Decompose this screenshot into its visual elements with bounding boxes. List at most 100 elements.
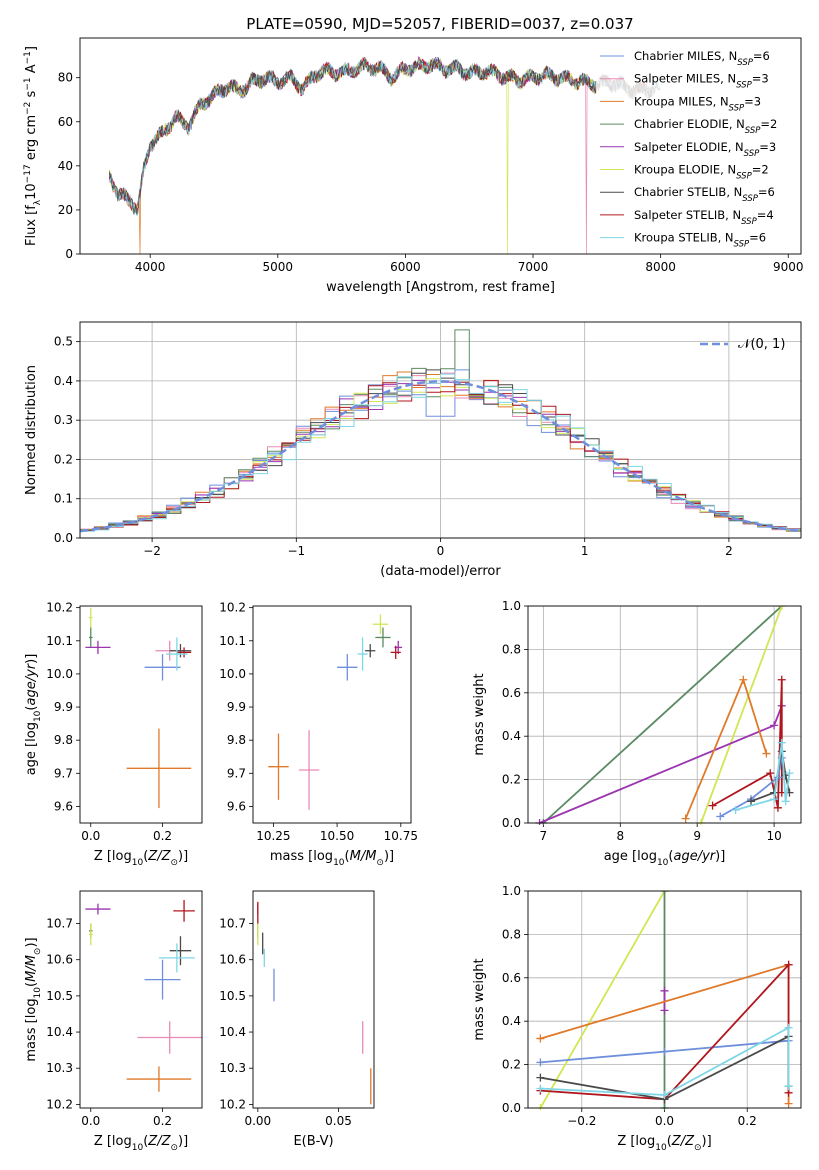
y-tick-label: 0.6 [502, 971, 521, 985]
x-tick-label: 5000 [263, 260, 294, 274]
legend-entry: Chabrier ELODIE, NSSP=2 [634, 117, 777, 136]
series-marker-kroupa_stelib [785, 769, 794, 778]
spectrum-xlabel: wavelength [Angstrom, rest frame] [326, 280, 555, 295]
x-tick-label: 0.2 [738, 1114, 757, 1128]
legend-entry: Kroupa MILES, NSSP=3 [634, 94, 761, 113]
series-line-kroupa_stelib [540, 1026, 790, 1096]
y-tick-label: 10.4 [46, 1025, 73, 1039]
weight_vs_Z-xlabel: Z [log10(Z/Z⊙)] [617, 1134, 711, 1153]
series-marker-kroupa_stelib [770, 795, 779, 804]
series-marker-chabrier_miles [716, 812, 725, 821]
legend-entry: Salpeter MILES, NSSP=3 [634, 72, 769, 91]
series-marker-chabrier_stelib [747, 797, 756, 806]
y-tick-label: 10.6 [46, 953, 73, 967]
series-marker-kroupa_miles [739, 675, 748, 684]
age_vs_mass-points [268, 614, 403, 810]
legend-entry: 𝒩(0, 1) [738, 337, 785, 352]
age_vs_Z-axes: 0.0 0.2 9.6 9.7 9.8 9.9 10.0 10.1 10.2 [46, 601, 172, 843]
weight_vs_age-frame [527, 605, 802, 824]
series-marker-chabrier_miles [536, 1058, 545, 1067]
residual-histograms [80, 329, 801, 533]
x-tick-label: 0.2 [153, 829, 172, 843]
spectrum-line-chabrier_stelib [109, 57, 661, 215]
series-marker-salpeter_stelib [708, 801, 717, 810]
y-tick-label: 9.7 [227, 766, 246, 780]
x-tick-label: 7 [540, 829, 548, 843]
series-marker-kroupa_stelib [536, 1084, 545, 1093]
series-marker-kroupa_stelib [731, 805, 740, 814]
series-marker-salpeter_elodie [660, 986, 669, 995]
y-tick-label: 80 [58, 71, 73, 85]
age_vs_Z-xlabel: Z [log10(Z/Z⊙)] [94, 849, 188, 868]
y-tick-label: 9.9 [54, 700, 73, 714]
y-tick-label: 0.2 [502, 1058, 521, 1072]
age_vs_Z-points [85, 607, 192, 809]
y-tick-label: 10.2 [219, 1097, 246, 1111]
normal-curve [80, 380, 801, 533]
histogram-salpeter_stelib [80, 380, 801, 531]
weight_vs_age-xlabel: age [log10(age/yr)] [604, 849, 726, 868]
y-tick-label: 10.1 [46, 634, 73, 648]
figure-title: PLATE=0590, MJD=52057, FIBERID=0037, z=0… [246, 15, 633, 33]
x-tick-label: 10 [766, 829, 781, 843]
series-marker-kroupa_miles [784, 1099, 793, 1108]
spectrum-frame [79, 37, 802, 255]
y-tick-label: 9.9 [227, 700, 246, 714]
y-tick-label: 10.7 [219, 917, 246, 931]
series-marker-kroupa_miles [681, 814, 690, 823]
y-tick-label: 9.8 [227, 733, 246, 747]
legend-entry: Chabrier STELIB, NSSP=6 [634, 185, 775, 204]
series-marker-kroupa_stelib [784, 1023, 793, 1032]
series-marker-salpeter_stelib [766, 769, 775, 778]
series-marker-kroupa_stelib [660, 1090, 669, 1099]
legend-box [596, 42, 796, 250]
y-tick-label: 10.2 [219, 601, 246, 615]
y-tick-label: 9.6 [227, 799, 246, 813]
y-tick-label: 9.6 [54, 799, 73, 813]
x-tick-label: −1 [287, 544, 305, 558]
series-marker-chabrier_elodie [660, 891, 669, 895]
mass_vs_Z-xlabel: Z [log10(Z/Z⊙)] [94, 1134, 188, 1153]
y-tick-label: 10.4 [219, 1025, 246, 1039]
y-tick-label: 0.8 [502, 642, 521, 656]
legend-entry: Kroupa STELIB, NSSP=6 [634, 231, 766, 250]
y-tick-label: 0.0 [502, 816, 521, 830]
y-tick-label: 0.8 [502, 927, 521, 941]
y-tick-label: 20 [58, 203, 73, 217]
x-tick-label: 10.75 [384, 829, 418, 843]
weight_vs_Z-frame [527, 890, 802, 1109]
y-tick-label: 9.7 [54, 766, 73, 780]
series-marker-kroupa_stelib [784, 1082, 793, 1091]
x-tick-label: 10.50 [320, 829, 354, 843]
mass_vs_Z-axes: 0.0 0.2 10.2 10.3 10.4 10.5 10.6 10.7 [46, 917, 172, 1128]
mass_vs_Z-ylabel: mass [log10(M/M⊙)] [24, 937, 43, 1061]
y-tick-label: 10.6 [219, 953, 246, 967]
x-tick-label: 7000 [518, 260, 549, 274]
series-marker-salpeter_stelib [773, 803, 782, 812]
y-tick-label: 40 [58, 159, 73, 173]
residuals-frame [79, 321, 802, 539]
series-marker-kroupa_miles [536, 1034, 545, 1043]
x-tick-label: 10.25 [256, 829, 290, 843]
y-tick-label: 1.0 [502, 884, 521, 898]
x-tick-label: 0.0 [81, 829, 100, 843]
spectrum-lines [109, 56, 661, 254]
series-marker-kroupa_stelib [781, 797, 790, 806]
mass_vs_ebv-xlabel: E(B-V) [293, 1134, 333, 1149]
y-tick-label: 0.0 [54, 531, 73, 545]
x-tick-label: 0.2 [153, 1114, 172, 1128]
spectrum-ylabel: Flux [fλ10−17 erg cm−2 s−1 A−1] [23, 46, 43, 246]
age_vs_mass-xlabel: mass [log10(M/M⊙)] [270, 849, 394, 868]
age_vs_Z-frame [79, 605, 203, 824]
series-marker-salpeter_elodie [660, 1006, 669, 1015]
y-tick-label: 10.0 [46, 667, 73, 681]
y-tick-label: 0.2 [502, 773, 521, 787]
x-tick-label: 0.0 [655, 1114, 674, 1128]
series-marker-kroupa_elodie [777, 606, 786, 610]
y-tick-label: 60 [58, 115, 73, 129]
weight_vs_Z-series [536, 891, 793, 1110]
age_vs_mass-axes: 10.25 10.50 10.75 9.6 9.7 9.8 9.9 10.0 10.1 10.2 [219, 601, 418, 843]
x-tick-label: −0.2 [567, 1114, 596, 1128]
y-tick-label: 0.6 [502, 686, 521, 700]
spectrum-legend: Chabrier MILES, NSSP=6 Salpeter MILES, NS… [596, 42, 796, 250]
